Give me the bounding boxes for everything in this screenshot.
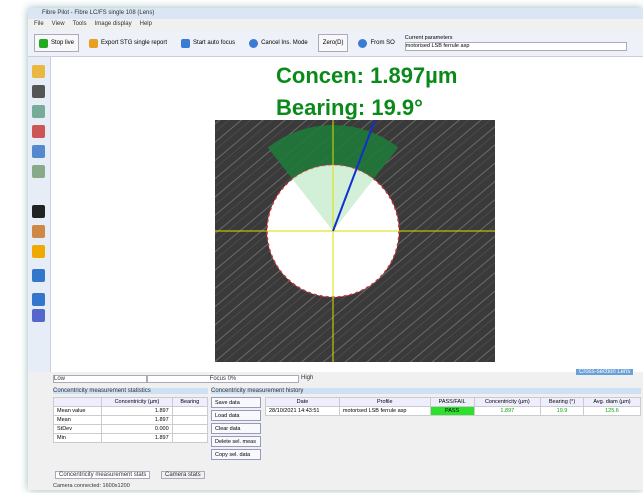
range-low[interactable]: Low [53,375,147,383]
tab[interactable]: Camera stats [161,471,205,479]
bearing-overlay: Bearing: 19.9° [276,95,423,120]
bearing-line [332,120,376,232]
row-label: Min [52,433,103,443]
cell: 19.9 [540,406,584,416]
cell: 28/10/2021 14:43:51 [265,406,340,416]
app-window: Fibre Pilot - Fibre LC/FS single 108 (Le… [28,8,643,490]
menu-bar: File View Tools Image display Help [28,19,643,29]
toolbar-button[interactable]: Stop live [34,34,80,52]
button-label: Zero(D) [322,40,344,46]
results-table: Date Profile PASS/FAIL Concentricity (µm… [265,397,642,416]
tool-icon[interactable] [32,205,45,218]
tool-icon[interactable] [32,125,45,138]
cell: 0.000 [101,424,173,434]
toolbar: Stop live Export STG single report Start… [28,30,643,57]
column-header: Concentricity (µm) [101,397,173,407]
cell: 1.897 [101,406,173,416]
toolbar-button[interactable]: Export STG single report [85,35,171,51]
menu-item[interactable]: File [34,21,44,27]
tool-icon[interactable] [32,309,45,322]
column-header: Date [265,397,340,407]
tool-icon[interactable] [32,225,45,238]
image-view: Concen: 1.897µm Bearing: 19.9° [51,57,643,372]
concentricity-overlay: Concen: 1.897µm [276,63,458,88]
menu-item[interactable]: Help [139,21,152,27]
button-label: Cancel Ins. Mode [261,40,308,46]
title-bar: Fibre Pilot - Fibre LC/FS single 108 (Le… [28,8,643,19]
row-label: StDev [52,424,103,434]
panel-title: Concentricity measurement history [211,388,641,394]
tab[interactable]: Concentricity measurement stats [55,471,151,479]
pass-cell: PASS [429,406,475,416]
panel-title: Concentricity measurement statistics [53,388,208,394]
tool-icon[interactable] [32,105,45,118]
focus-value[interactable]: Focus 0% [147,375,299,383]
cell: 1.897 [101,415,173,425]
cell: motorised LSB ferrule asp [338,406,431,416]
bottom-panel: Low Focus 0% High Cross-section Lens Con… [51,369,643,490]
tool-icon[interactable] [32,269,45,282]
tool-icon[interactable] [32,65,45,78]
button-label: Stop live [51,40,75,46]
button-label: Export STG single report [101,40,168,46]
cell: 1.897 [101,433,173,443]
parameter-select[interactable]: motorised LSB ferrule asp [404,42,627,51]
action-button[interactable]: Clear data [211,423,261,434]
view-status: Cross-section Lens [576,369,634,375]
tool-icon[interactable] [32,145,45,158]
tool-icon[interactable] [32,165,45,178]
column-header: Bearing (°) [540,397,584,407]
tool-icon[interactable] [32,293,45,306]
column-header: Concentricity (µm) [473,397,542,407]
action-button[interactable]: Copy sel. data [211,449,261,460]
stats-table: Concentricity (µm) Bearing Mean value 1.89… [52,397,209,443]
cell: 1.897 [473,406,542,416]
tool-icon[interactable] [32,245,45,258]
range-high: High [301,375,314,381]
column-header: Avg. diam (µm) [582,397,642,407]
parameter-label: Current parameters [404,35,453,41]
parameter-box: Current parameters motorised LSB ferrule… [404,35,627,51]
cell: 125.6 [582,406,642,416]
row-label: Mean value [52,406,103,416]
toolbar-button[interactable]: Cancel Ins. Mode [245,35,312,51]
button-label: Start auto focus [193,40,236,46]
column-header: PASS/FAIL [429,397,475,407]
fiber-image [215,120,495,362]
column-header: Bearing [171,397,209,407]
action-button[interactable]: Save data [211,397,261,408]
button-label: From SO [370,40,395,46]
menu-item[interactable]: Tools [72,21,87,27]
menu-item[interactable]: View [51,21,65,27]
row-label: Mean [52,415,103,425]
action-button[interactable]: Load data [211,410,261,421]
menu-item[interactable]: Image display [94,21,132,27]
tool-icon[interactable] [32,85,45,98]
toolbar-button[interactable]: Start auto focus [177,35,239,51]
window-title: Fibre Pilot - Fibre LC/FS single 108 (Le… [42,10,155,16]
column-header: Profile [338,397,431,407]
toolbar-button[interactable]: From SO [354,35,398,51]
action-button[interactable]: Delete sel. meas [211,436,261,447]
status-bar: Camera connected: 1600x1200 [53,483,130,489]
toolbar-button[interactable]: Zero(D) [317,34,349,52]
tool-strip [28,57,51,372]
